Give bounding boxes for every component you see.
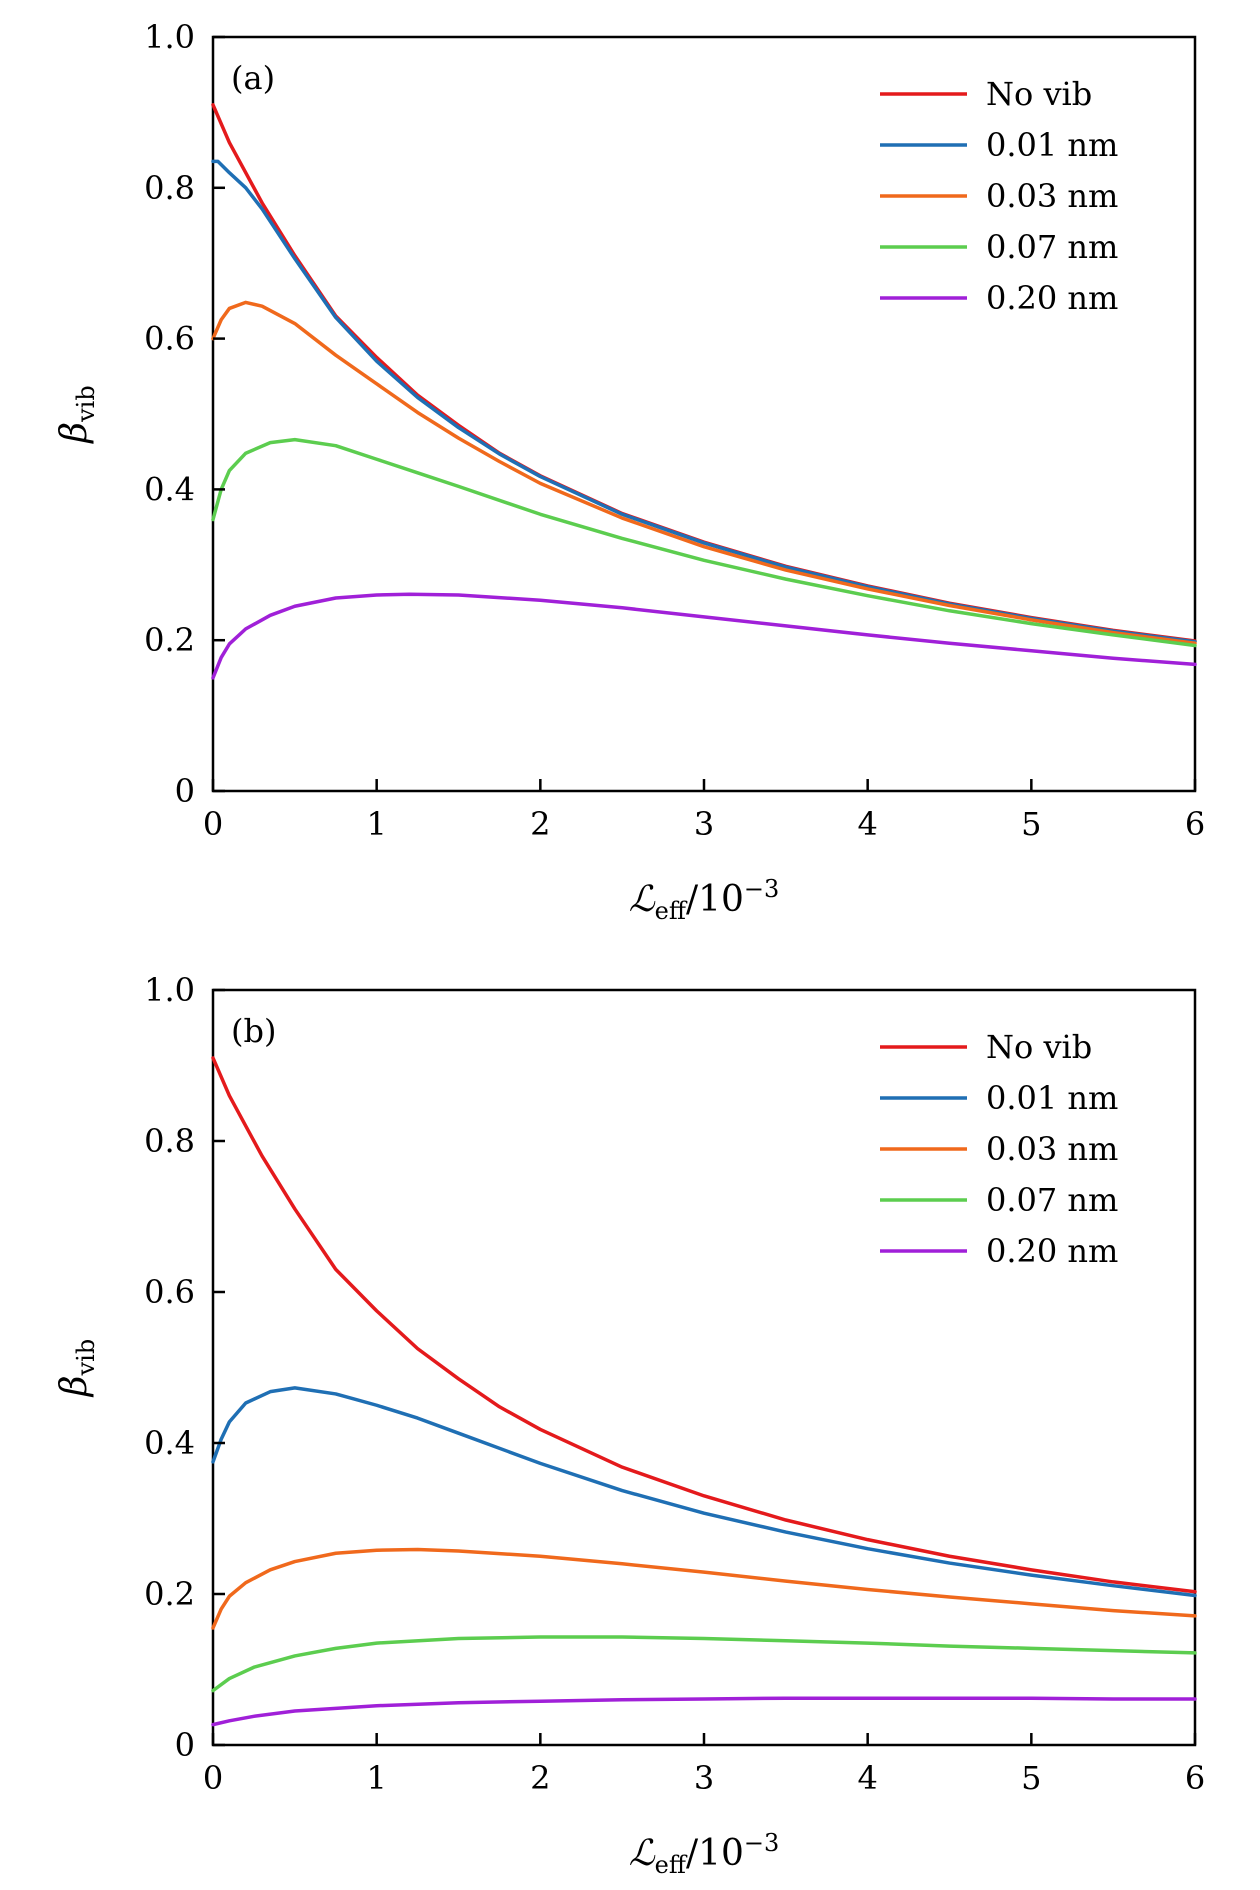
legend-label-1: 0.01 nm [986, 126, 1118, 164]
panel-b: 0 1 2 3 4 5 6 0 0.2 0.4 0.6 0.8 1.0 (b) ℒeff/10−3 βvib N… [54, 971, 1205, 1879]
series-line-2 [211, 1547, 1197, 1630]
x-tick-label: 3 [694, 805, 714, 843]
x-tick-label: 2 [530, 1759, 550, 1797]
y-axis-label: βvib [54, 1339, 100, 1398]
x-axis-label-main: ℒ [629, 1833, 656, 1874]
legend-label-2: 0.03 nm [986, 1130, 1118, 1168]
legend-label-4: 0.20 nm [986, 1232, 1118, 1270]
y-tick-label: 0.8 [144, 169, 195, 207]
x-tick-label: 0 [203, 1759, 223, 1797]
series-lines [211, 1056, 1197, 1727]
y-axis-label-sub: vib [72, 385, 100, 423]
x-axis-label-sub: eff [655, 1851, 688, 1879]
x-axis-label-rest: /10 [686, 1833, 744, 1874]
panel-label: (a) [231, 59, 275, 97]
y-tick-label: 0 [175, 1726, 195, 1764]
y-tick-label: 1.0 [144, 971, 195, 1009]
panel-a: 0 1 2 3 4 5 6 0 0.2 0.4 0.6 0.8 1.0 (a) ℒeff/10−3 βvib N… [54, 18, 1205, 925]
y-axis-label: βvib [54, 385, 100, 444]
x-tick-label: 4 [857, 1759, 877, 1797]
x-axis-label-sup: −3 [744, 1829, 779, 1857]
x-tick-label: 2 [530, 805, 550, 843]
series-line-0 [211, 1056, 1197, 1594]
x-axis-label: ℒeff/10−3 [629, 1829, 780, 1879]
y-tick-label: 0 [175, 772, 195, 810]
y-axis-label-sub: vib [72, 1339, 100, 1377]
x-tick-label: 0 [203, 805, 223, 843]
y-tick-label: 0.2 [144, 1575, 195, 1613]
y-tick-label: 0.6 [144, 1273, 195, 1311]
legend-label-0: No vib [986, 75, 1092, 113]
series-lines [211, 103, 1197, 680]
y-tick-label: 0.4 [144, 1424, 195, 1462]
x-tick-label: 5 [1021, 805, 1041, 843]
series-line-1 [211, 1386, 1197, 1598]
x-axis-label-sup: −3 [744, 875, 779, 903]
legend: No vib 0.01 nm 0.03 nm 0.07 nm 0.20 nm [880, 1028, 1118, 1270]
series-line-4 [211, 592, 1197, 680]
y-tick-label: 0.2 [144, 621, 195, 659]
x-tick-label: 1 [366, 805, 386, 843]
legend: No vib 0.01 nm 0.03 nm 0.07 nm 0.20 nm [880, 75, 1118, 317]
panel-label: (b) [231, 1012, 276, 1050]
y-tick-label: 0.6 [144, 320, 195, 358]
series-line-4 [211, 1696, 1197, 1727]
y-axis-label-main: β [54, 1375, 95, 1398]
series-line-2 [211, 300, 1197, 645]
x-tick-label: 1 [366, 1759, 386, 1797]
y-tick-label: 0.8 [144, 1122, 195, 1160]
x-tick-label: 6 [1185, 1759, 1205, 1797]
x-tick-label: 5 [1021, 1759, 1041, 1797]
x-axis-label: ℒeff/10−3 [629, 875, 780, 925]
x-tick-label: 3 [694, 1759, 714, 1797]
legend-label-0: No vib [986, 1028, 1092, 1066]
x-axis-label-sub: eff [655, 897, 688, 925]
x-axis-label-rest: /10 [686, 879, 744, 920]
series-line-3 [211, 1635, 1197, 1693]
legend-label-4: 0.20 nm [986, 279, 1118, 317]
x-tick-label: 4 [857, 805, 877, 843]
x-tick-label: 6 [1185, 805, 1205, 843]
legend-label-1: 0.01 nm [986, 1079, 1118, 1117]
x-axis-label-main: ℒ [629, 879, 656, 920]
y-axis-label-main: β [54, 422, 95, 445]
legend-label-3: 0.07 nm [986, 228, 1118, 266]
series-line-3 [211, 437, 1197, 648]
y-tick-label: 0.4 [144, 470, 195, 508]
y-tick-label: 1.0 [144, 18, 195, 56]
legend-label-3: 0.07 nm [986, 1181, 1118, 1219]
legend-label-2: 0.03 nm [986, 177, 1118, 215]
